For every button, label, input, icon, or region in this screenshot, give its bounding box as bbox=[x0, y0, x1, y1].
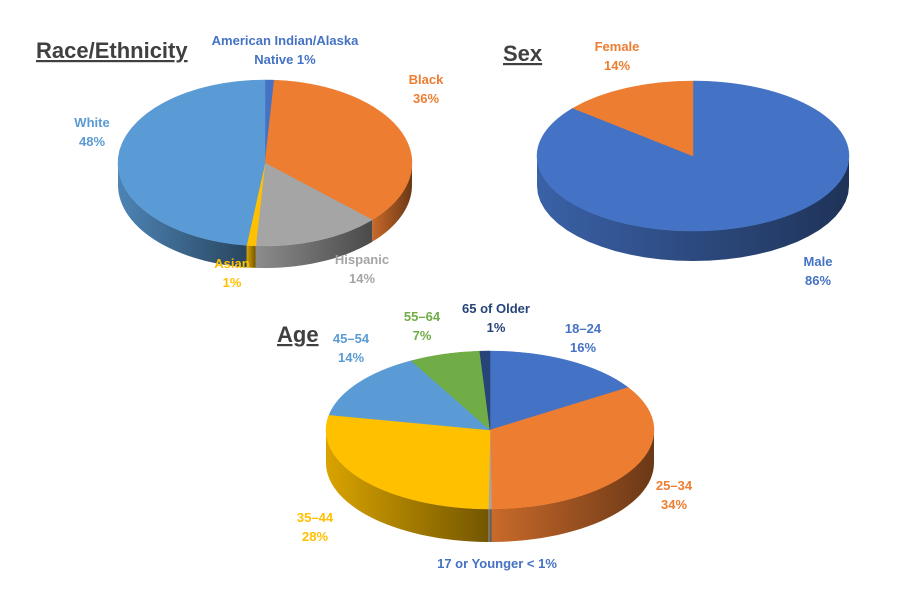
data-label-1-2: Black 36% bbox=[409, 72, 444, 106]
data-label-1-5: White 48% bbox=[74, 115, 109, 149]
data-label-3-7: 65 of Older 1% bbox=[462, 301, 530, 335]
chart-title-2: Sex bbox=[503, 41, 543, 66]
pie-chart-2: Sex Male 86% Female 14% bbox=[503, 39, 850, 288]
slice-1-5 bbox=[117, 79, 266, 246]
slice-side-3-3 bbox=[488, 509, 492, 542]
slice-3-7 bbox=[479, 350, 491, 431]
pie-chart-1: Race/Ethnicity American Indian/Alaska Nati… bbox=[36, 33, 444, 290]
slice-3-5 bbox=[328, 360, 491, 431]
data-label-3-4: 35–44 28% bbox=[297, 510, 334, 544]
data-label-3-6: 55–64 7% bbox=[404, 309, 441, 343]
slice-3-1 bbox=[489, 350, 629, 431]
data-label-3-1: 18–24 16% bbox=[565, 321, 602, 355]
slice-side-1-4 bbox=[246, 245, 256, 268]
data-label-2-2: Female 14% bbox=[595, 39, 640, 73]
data-label-1-1: American Indian/Alaska Native 1% bbox=[212, 33, 359, 67]
slice-3-4 bbox=[325, 414, 491, 510]
pie-chart-3: Age 18–24 16% 25–34 34% 17 or Younger < 1% 35–… bbox=[277, 301, 693, 571]
data-label-2-1: Male 86% bbox=[804, 254, 833, 288]
slice-side-2-1 bbox=[537, 156, 849, 261]
slice-side-1-3 bbox=[255, 219, 373, 268]
chart-title-3: Age bbox=[277, 322, 319, 347]
data-label-3-3: 17 or Younger < 1% bbox=[437, 556, 557, 571]
slice-3-2 bbox=[489, 387, 655, 510]
data-label-3-5: 45–54 14% bbox=[333, 331, 370, 365]
slice-side-1-2 bbox=[372, 163, 412, 242]
slice-side-3-2 bbox=[491, 430, 654, 542]
slice-2-2 bbox=[572, 80, 694, 157]
data-label-1-3: Hispanic 14% bbox=[335, 252, 389, 286]
data-label-3-2: 25–34 34% bbox=[656, 478, 693, 512]
data-label-1-4: Asian 1% bbox=[214, 256, 249, 290]
slice-side-3-4 bbox=[326, 430, 489, 542]
chart-title-1: Race/Ethnicity bbox=[36, 38, 188, 63]
slice-1-2 bbox=[264, 79, 413, 221]
slice-1-3 bbox=[255, 162, 373, 247]
